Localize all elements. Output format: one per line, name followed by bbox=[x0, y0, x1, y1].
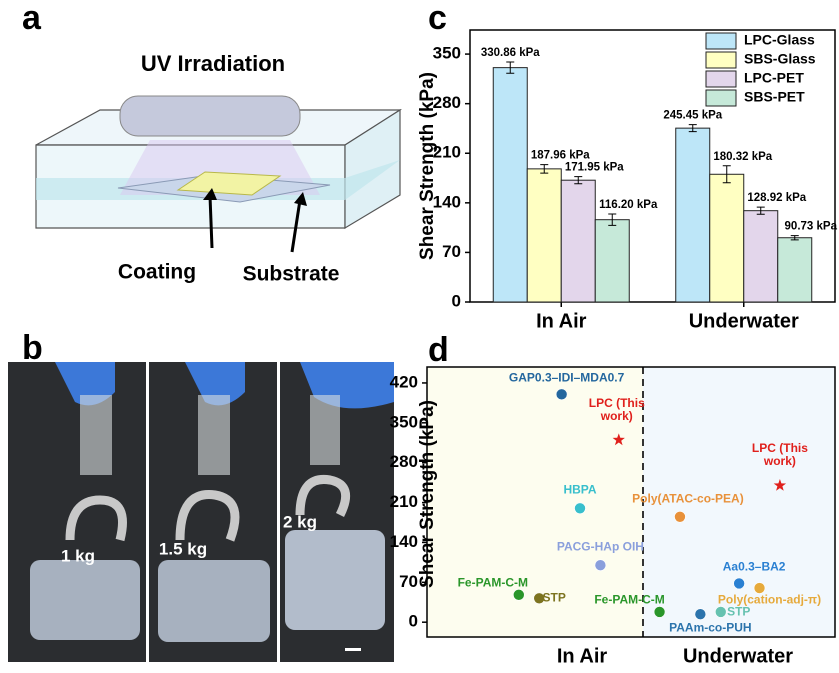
plot-frame bbox=[469, 29, 836, 303]
x-tick-label: In Air bbox=[536, 310, 587, 332]
legend-swatch bbox=[705, 51, 737, 69]
point bbox=[612, 433, 625, 446]
y-tick-label: 420 bbox=[390, 372, 418, 391]
point-label: LPC (This work) bbox=[588, 395, 645, 423]
bar bbox=[777, 237, 813, 303]
point bbox=[574, 502, 586, 515]
panel-label: c bbox=[428, 0, 447, 37]
value-label: 330.86 kPa bbox=[481, 47, 540, 59]
value-label: 245.45 kPa bbox=[663, 110, 722, 122]
point-label: Aa0.3–BA2 bbox=[722, 559, 786, 574]
point bbox=[773, 479, 787, 491]
diagram-label: Substrate bbox=[243, 263, 340, 286]
y-tick-label: 280 bbox=[433, 93, 461, 112]
y-tick-label: 0 bbox=[452, 291, 461, 310]
point-label: STP bbox=[727, 604, 751, 619]
diagram-label: Coating bbox=[118, 261, 196, 284]
photo-label: 2 kg bbox=[283, 512, 317, 531]
panel-label: b bbox=[22, 329, 43, 367]
point-label: Fe-PAM-C-M bbox=[594, 592, 665, 607]
y-tick-label: 350 bbox=[433, 44, 461, 63]
error-bar bbox=[540, 164, 549, 174]
point-label: GAP0.3–IDI–MDA0.7 bbox=[508, 370, 625, 385]
error-bar bbox=[608, 213, 617, 226]
bar bbox=[675, 127, 711, 303]
point bbox=[594, 559, 607, 572]
error-bar bbox=[756, 206, 765, 215]
x-tick-label: Underwater bbox=[689, 310, 799, 332]
y-tick-label: 280 bbox=[390, 452, 418, 471]
point-label: Poly(cation-adj-π) bbox=[717, 592, 822, 607]
value-label: 171.95 kPa bbox=[565, 162, 624, 174]
region-bg bbox=[427, 367, 643, 637]
y-axis-label: Shear Strength (kPa) bbox=[417, 72, 438, 260]
value-label: 128.92 kPa bbox=[747, 192, 806, 204]
photo-label: 1.5 kg bbox=[159, 539, 207, 558]
value-label: 187.96 kPa bbox=[531, 150, 590, 162]
y-tick-label: 0 bbox=[409, 612, 418, 631]
point bbox=[674, 511, 686, 523]
weights-photo bbox=[8, 362, 394, 662]
point-label: Fe-PAM-C-M bbox=[457, 575, 529, 590]
y-tick-label: 140 bbox=[433, 192, 461, 211]
legend-label: LPC-Glass bbox=[744, 32, 815, 48]
panel-label: d bbox=[428, 331, 449, 369]
value-label: 90.73 kPa bbox=[785, 221, 838, 233]
error-bar bbox=[790, 235, 799, 241]
value-label: 116.20 kPa bbox=[599, 199, 658, 211]
point bbox=[733, 577, 745, 590]
point-label: PAAm-co-PUH bbox=[669, 620, 752, 635]
point-label: STP bbox=[542, 590, 566, 605]
point bbox=[753, 582, 766, 594]
point bbox=[533, 592, 546, 605]
point bbox=[555, 388, 568, 401]
point-label: Poly(ATAC-co-PEA) bbox=[632, 491, 744, 506]
point-label: LPC (This work) bbox=[751, 441, 808, 469]
legend-swatch bbox=[705, 32, 737, 50]
value-label: 180.32 kPa bbox=[713, 151, 772, 163]
y-tick-label: 210 bbox=[390, 492, 418, 511]
error-bar bbox=[574, 176, 583, 185]
diagram-title: UV Irradiation bbox=[141, 51, 285, 76]
legend-label: LPC-PET bbox=[744, 70, 804, 86]
point bbox=[653, 606, 666, 618]
legend-swatch bbox=[705, 70, 737, 88]
y-tick-label: 140 bbox=[390, 532, 418, 551]
bar bbox=[743, 210, 779, 303]
point-label: PACG-HAp OIH bbox=[556, 539, 644, 554]
y-axis-label: Shear Strength (kPa) bbox=[417, 400, 438, 588]
y-tick-label: 350 bbox=[390, 412, 418, 431]
region-label: In Air bbox=[557, 645, 608, 667]
error-bar bbox=[506, 61, 515, 74]
error-bar bbox=[722, 165, 731, 184]
point-label: HBPA bbox=[563, 482, 597, 497]
bar bbox=[492, 67, 528, 303]
panel-label: a bbox=[22, 0, 42, 37]
point bbox=[512, 589, 525, 601]
point bbox=[694, 608, 707, 621]
point bbox=[714, 606, 727, 618]
bar bbox=[709, 173, 745, 303]
legend-swatch bbox=[705, 89, 737, 107]
legend-label: SBS-PET bbox=[744, 89, 805, 105]
y-tick-label: 210 bbox=[433, 143, 461, 162]
region-bg bbox=[643, 367, 835, 637]
bar bbox=[594, 219, 630, 303]
uv-diagram bbox=[35, 95, 403, 253]
y-tick-label: 70 bbox=[442, 242, 461, 261]
bar bbox=[560, 179, 596, 303]
region-label: Underwater bbox=[683, 645, 793, 667]
y-tick-label: 70 bbox=[399, 572, 418, 591]
photo-label: 1 kg bbox=[61, 546, 95, 565]
error-bar bbox=[688, 124, 697, 133]
bar bbox=[526, 168, 562, 303]
legend-label: SBS-Glass bbox=[744, 51, 816, 67]
